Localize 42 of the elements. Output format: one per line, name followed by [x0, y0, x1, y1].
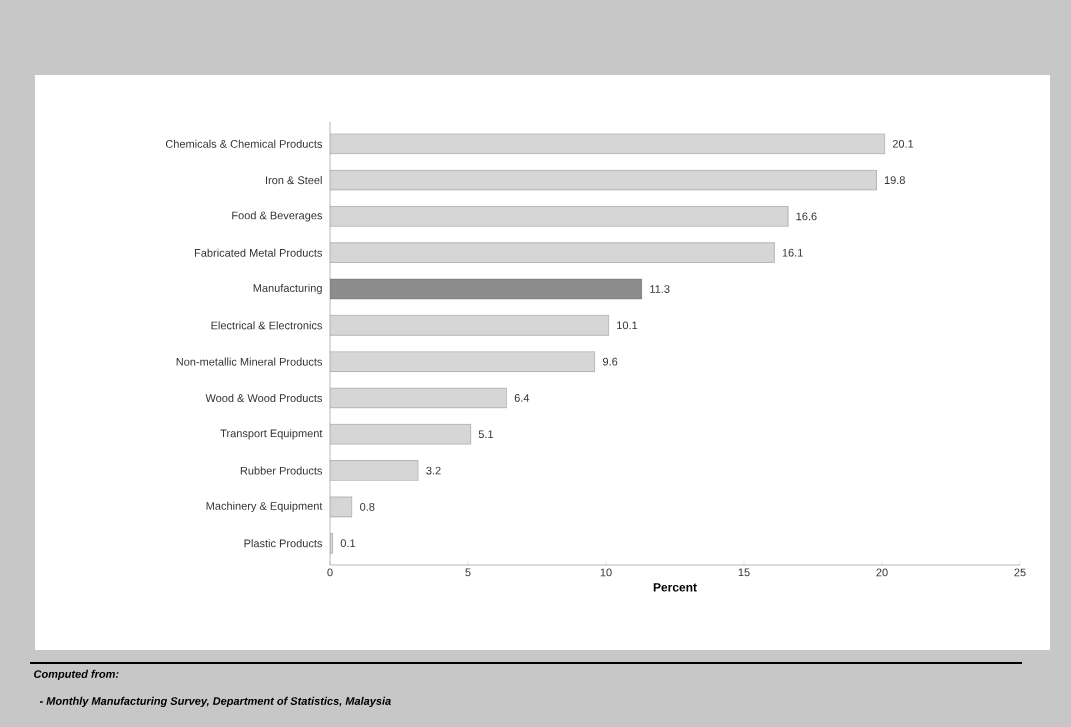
y-tick-label: Food & Beverages [232, 211, 323, 222]
data-label: 10.1 [617, 321, 638, 330]
bar [330, 533, 333, 554]
y-tick-label: Machinery & Equipment [206, 501, 323, 513]
text: Computed from: [34, 669, 119, 681]
data-label: 6.4 [514, 394, 530, 402]
y-tick-label: Rubber Products [240, 466, 323, 475]
data-label: 0.8 [360, 503, 375, 511]
data-label: 19.8 [884, 176, 905, 184]
data-label: 3.2 [426, 466, 441, 475]
x-axis-title: Percent [653, 583, 697, 592]
bar [330, 206, 789, 227]
x-tick-label: 0 [327, 568, 333, 577]
y-tick-label: Chemicals & Chemical Products [165, 139, 323, 148]
x-tick-label: 5 [465, 568, 471, 577]
data-label: 0.1 [340, 539, 356, 548]
x-tick-label: 25 [1014, 568, 1026, 577]
data-label: 16.1 [782, 248, 803, 257]
data-label: 20.1 [892, 139, 914, 148]
bar [330, 351, 596, 372]
bar [330, 387, 507, 409]
data-label: 9.6 [603, 357, 618, 366]
y-tick-label: Electrical & Electronics [211, 321, 323, 330]
data-label: 16.6 [796, 212, 817, 221]
y-tick-label: Plastic Products [244, 539, 323, 548]
x-tick-label: 20 [876, 568, 888, 577]
bar [330, 169, 877, 191]
data-label: 5.1 [478, 430, 494, 439]
data-label: 11.3 [650, 285, 670, 293]
bar [330, 133, 885, 154]
bar [330, 242, 775, 263]
y-tick-label: Fabricated Metal Products [194, 248, 323, 257]
y-tick-label: Iron & Steel [266, 176, 322, 185]
bar [330, 460, 419, 481]
text: - Monthly Manufacturing Survey, Department of Statistics, Malaysia [39, 696, 391, 708]
x-tick-label: 10 [600, 568, 612, 577]
y-tick-label: Transport Equipment [220, 429, 323, 440]
x-tick-label: 15 [738, 568, 750, 577]
y-tick-label: Wood & Wood Products [205, 393, 323, 402]
bar [330, 424, 471, 445]
y-tick-label: Manufacturing [253, 283, 322, 295]
y-tick-label: Non-metallic Mineral Products [176, 357, 323, 366]
